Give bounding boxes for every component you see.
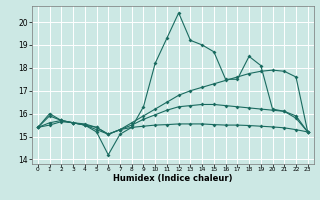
X-axis label: Humidex (Indice chaleur): Humidex (Indice chaleur) (113, 174, 233, 183)
